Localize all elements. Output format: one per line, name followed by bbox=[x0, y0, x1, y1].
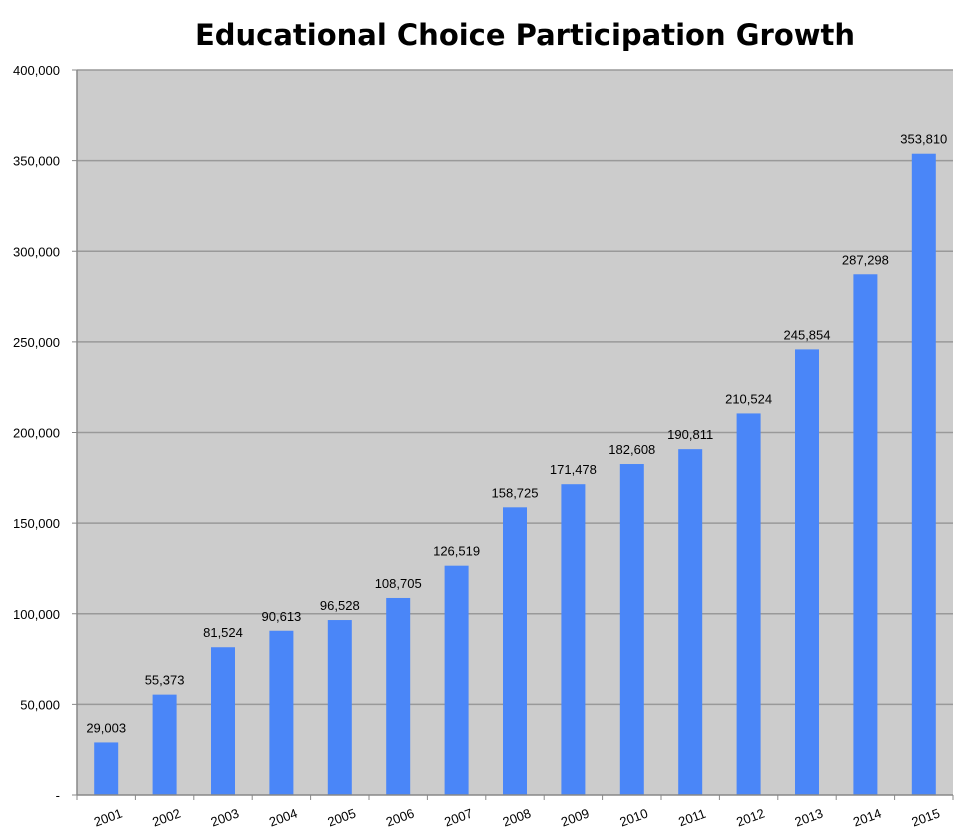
data-label-2015: 353,810 bbox=[900, 132, 947, 147]
data-label-2008: 158,725 bbox=[492, 485, 539, 500]
data-label-2004: 90,613 bbox=[262, 609, 302, 624]
data-label-2001: 29,003 bbox=[86, 720, 126, 735]
y-axis: - 50,000 100,000 150,000 200,000 250,000 300,0… bbox=[13, 63, 78, 803]
data-label-2011: 190,811 bbox=[667, 427, 713, 442]
bar-2005 bbox=[327, 620, 352, 795]
data-label-2012: 210,524 bbox=[725, 391, 772, 406]
data-label-2009: 171,478 bbox=[550, 462, 597, 477]
data-label-2005: 96,528 bbox=[320, 598, 360, 613]
y-tick-label: 100,000 bbox=[13, 607, 60, 622]
data-label-2002: 55,373 bbox=[145, 673, 185, 688]
bar-2010 bbox=[619, 464, 644, 795]
data-label-2003: 81,524 bbox=[203, 625, 243, 640]
x-tick-label: 2015 bbox=[909, 806, 941, 830]
bar-2009 bbox=[561, 484, 586, 795]
bar-2007 bbox=[444, 565, 469, 795]
bar-2008 bbox=[503, 507, 527, 795]
y-tick-label: - bbox=[56, 788, 60, 803]
bar-2015 bbox=[911, 153, 936, 796]
x-tick-label: 2008 bbox=[501, 806, 533, 830]
x-tick-label: 2006 bbox=[384, 806, 416, 830]
x-tick-label: 2012 bbox=[734, 806, 766, 830]
x-axis: 2001 2002 2003 2004 2005 2006 2007 2008 2009 2010… bbox=[76, 794, 954, 830]
y-tick-label: 50,000 bbox=[20, 697, 60, 712]
bars bbox=[94, 153, 936, 796]
y-tick-label: 300,000 bbox=[13, 244, 60, 259]
x-tick-label: 2007 bbox=[442, 806, 474, 830]
y-tick-label: 200,000 bbox=[13, 426, 60, 441]
x-tick-label: 2014 bbox=[851, 806, 883, 830]
x-tick-label: 2013 bbox=[793, 806, 825, 830]
y-tick-label: 350,000 bbox=[13, 154, 60, 169]
bar-2002 bbox=[152, 694, 177, 795]
data-label-2014: 287,298 bbox=[842, 252, 889, 267]
bar-2014 bbox=[853, 274, 878, 796]
x-tick-label: 2005 bbox=[325, 806, 357, 830]
data-label-2007: 126,519 bbox=[433, 544, 480, 559]
bar-2006 bbox=[386, 597, 411, 795]
x-tick-label: 2011 bbox=[676, 806, 707, 830]
data-label-2010: 182,608 bbox=[608, 442, 655, 457]
data-label-2006: 108,705 bbox=[375, 576, 422, 591]
y-tick-label: 400,000 bbox=[13, 63, 60, 78]
x-tick-label: 2004 bbox=[267, 806, 299, 830]
chart-title: Educational Choice Participation Growth bbox=[195, 18, 855, 52]
x-tick-label: 2009 bbox=[559, 806, 591, 830]
bar-2003 bbox=[211, 647, 235, 795]
bar-2001 bbox=[94, 742, 119, 795]
bar-2011 bbox=[678, 449, 703, 795]
x-tick-label: 2003 bbox=[209, 806, 241, 830]
bar-2012 bbox=[736, 413, 761, 795]
x-tick-label: 2002 bbox=[150, 806, 182, 830]
bar-2004 bbox=[269, 630, 294, 795]
x-tick-label: 2010 bbox=[617, 806, 649, 830]
x-tick-label: 2001 bbox=[92, 806, 124, 830]
bar-2013 bbox=[795, 349, 819, 795]
y-tick-label: 250,000 bbox=[13, 335, 60, 350]
y-tick-label: 150,000 bbox=[13, 516, 60, 531]
data-labels: 29,003 55,373 81,524 90,613 96,528 108,705 126… bbox=[86, 132, 947, 736]
data-label-2013: 245,854 bbox=[784, 327, 831, 342]
